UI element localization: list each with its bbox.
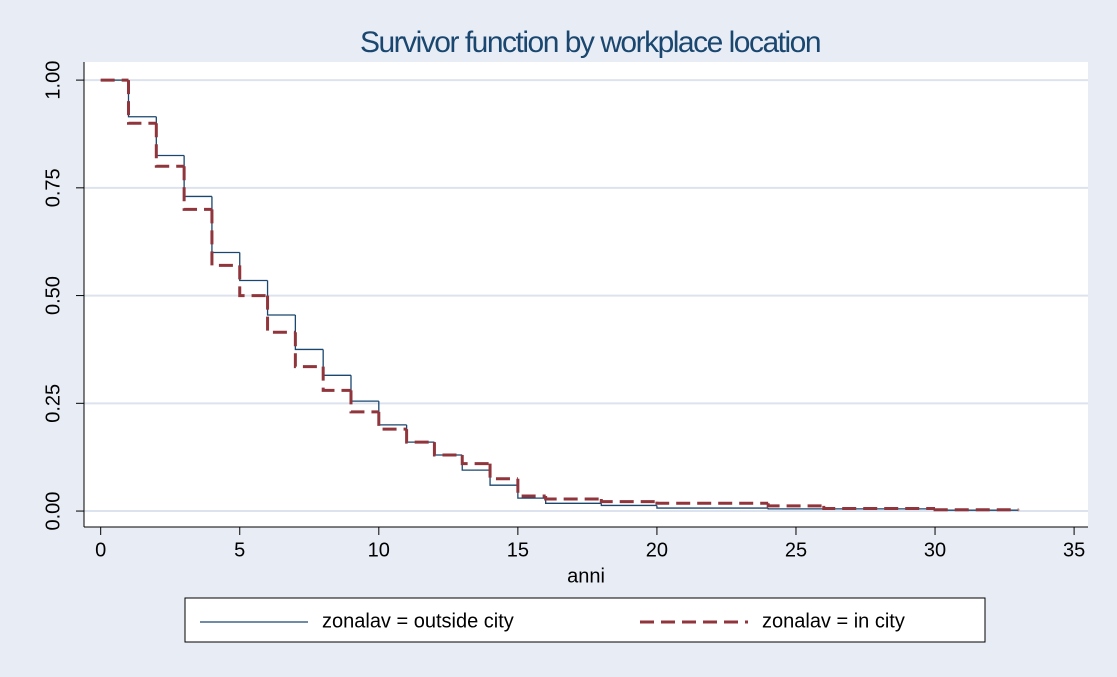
y-tick-label: 0.75	[42, 168, 64, 207]
survival-step	[460, 455, 491, 466]
survival-step	[767, 508, 936, 510]
survival-step	[294, 314, 324, 351]
legend-label: zonalav = in city	[762, 610, 905, 632]
survival-step	[238, 265, 268, 298]
survival-step	[405, 429, 435, 444]
survival-step	[432, 442, 463, 457]
x-tick-label: 10	[368, 539, 390, 561]
x-tick-label: 35	[1063, 539, 1085, 561]
y-tick-label: 1.00	[42, 61, 64, 100]
survival-step	[516, 478, 546, 498]
survival-step	[182, 166, 212, 211]
survival-step	[239, 252, 268, 282]
x-tick-label: 30	[924, 539, 946, 561]
survival-step	[933, 508, 1019, 512]
survival-step	[544, 495, 602, 501]
x-tick-label: 25	[785, 539, 807, 561]
survival-step	[321, 366, 351, 392]
survival-step	[656, 505, 769, 509]
y-tick-label: 0.50	[42, 276, 64, 315]
chart-title: Survivor function by workplace location	[360, 26, 820, 59]
survival-step	[349, 390, 379, 414]
x-tick-label: 5	[234, 539, 245, 561]
legend-label: zonalav = outside city	[322, 610, 514, 632]
x-tick-label: 0	[95, 539, 106, 561]
survival-step	[599, 498, 657, 504]
y-tick-label: 0.00	[42, 492, 64, 531]
survival-step	[488, 463, 518, 481]
survival-step	[154, 123, 185, 168]
survival-step	[655, 501, 769, 505]
survival-step	[210, 209, 240, 267]
x-tick-label: 20	[646, 539, 668, 561]
y-tick-label: 0.25	[42, 384, 64, 423]
survival-step	[600, 503, 657, 507]
survival-step	[377, 411, 407, 431]
legend-box	[184, 597, 986, 643]
x-axis-label: anni	[567, 565, 605, 587]
survival-step	[766, 503, 824, 508]
survival-step	[266, 280, 296, 316]
survival-step	[266, 295, 296, 334]
survival-step	[126, 80, 157, 125]
plot-area	[84, 62, 1088, 527]
x-tick-label: 15	[507, 539, 529, 561]
survival-step	[293, 332, 324, 369]
survival-step	[822, 505, 936, 510]
